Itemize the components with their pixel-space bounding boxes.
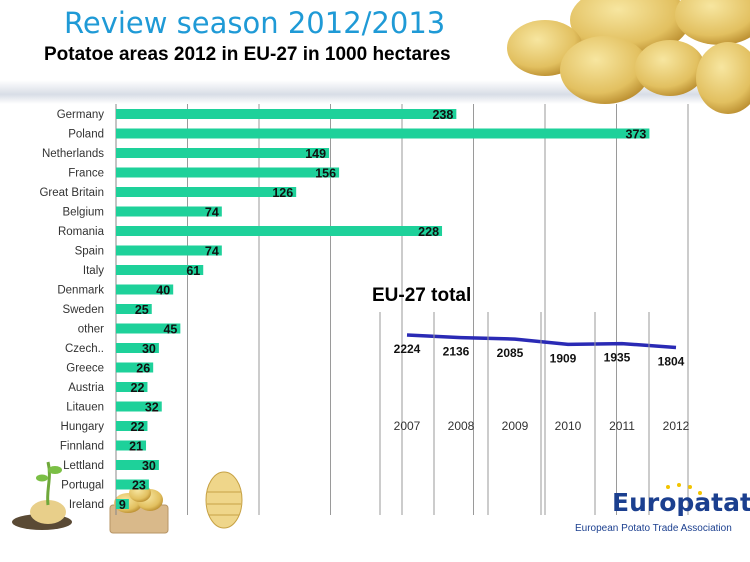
category-label: Germany bbox=[57, 109, 105, 121]
category-label: Portugal bbox=[61, 480, 104, 492]
slide-title: Review season 2012/2013 bbox=[64, 6, 446, 40]
sprouting-potato-image bbox=[12, 461, 72, 530]
category-label: Finnland bbox=[60, 441, 104, 453]
category-label: Lettland bbox=[63, 460, 104, 472]
bar bbox=[116, 187, 297, 197]
category-label: Spain bbox=[75, 246, 104, 258]
logo-stars bbox=[666, 483, 708, 505]
bar bbox=[116, 284, 174, 295]
data-label: 9 bbox=[119, 498, 126, 512]
category-label: Netherlands bbox=[42, 148, 104, 160]
logo-subtitle: European Potato Trade Association bbox=[575, 523, 732, 534]
bar bbox=[116, 421, 148, 431]
data-label: 74 bbox=[205, 206, 219, 220]
bar bbox=[116, 499, 129, 509]
category-label: Romania bbox=[58, 226, 105, 238]
category-label: Poland bbox=[68, 129, 104, 141]
bar bbox=[116, 343, 159, 353]
chart-title: Potatoe areas 2012 in EU-27 in 1000 hect… bbox=[44, 44, 451, 65]
data-label: 22 bbox=[131, 420, 145, 434]
data-label: 21 bbox=[129, 440, 143, 454]
data-label: 22 bbox=[131, 381, 145, 395]
line-chart-title: EU-27 total bbox=[372, 285, 471, 306]
bar bbox=[116, 245, 222, 256]
bar bbox=[116, 323, 181, 334]
x-tick-label: 2012 bbox=[663, 419, 690, 433]
data-label: 32 bbox=[145, 401, 159, 415]
category-label: Litauen bbox=[66, 402, 104, 414]
data-label: 30 bbox=[142, 342, 156, 356]
x-tick-label: 2008 bbox=[448, 419, 475, 433]
line-data-label: 1804 bbox=[658, 355, 685, 369]
data-label: 238 bbox=[432, 108, 453, 122]
x-tick-label: 2009 bbox=[502, 419, 529, 433]
line-data-label: 1935 bbox=[604, 351, 631, 365]
x-tick-label: 2007 bbox=[394, 419, 421, 433]
category-label: other bbox=[78, 324, 104, 336]
data-label: 156 bbox=[315, 167, 336, 181]
data-label: 61 bbox=[186, 264, 200, 278]
category-label: Denmark bbox=[57, 285, 104, 297]
line-data-label: 2224 bbox=[394, 342, 421, 356]
data-label: 373 bbox=[626, 128, 647, 142]
bar bbox=[116, 440, 147, 451]
category-label: France bbox=[68, 168, 104, 180]
data-label: 126 bbox=[272, 186, 293, 200]
data-label: 74 bbox=[205, 245, 219, 259]
category-label: Belgium bbox=[62, 207, 104, 219]
bar-chart: Germany 238 Poland 373 Netherlands 149 France 1… bbox=[39, 104, 689, 515]
line-data-label: 2136 bbox=[443, 345, 470, 359]
logo-wordmark: Europatat bbox=[612, 488, 750, 517]
line-data-label: 2085 bbox=[497, 346, 524, 360]
sliced-potato-image bbox=[205, 471, 243, 529]
data-label: 45 bbox=[163, 323, 177, 337]
data-label: 23 bbox=[132, 479, 146, 493]
data-label: 26 bbox=[136, 362, 150, 376]
category-label: Greece bbox=[66, 363, 104, 375]
bar bbox=[116, 401, 162, 412]
category-label: Italy bbox=[83, 265, 104, 277]
bar bbox=[116, 109, 457, 119]
bar bbox=[116, 382, 148, 392]
bar bbox=[116, 362, 154, 373]
data-label: 228 bbox=[418, 225, 439, 239]
category-label: Ireland bbox=[69, 499, 104, 511]
europatat-logo: Europatat European Potato Trade Associat… bbox=[575, 480, 750, 550]
category-label: Great Britain bbox=[39, 187, 104, 199]
line-chart: EU-27 total 2224 2007 2136 2008 2085 2009 1909 2… bbox=[372, 285, 690, 515]
bar bbox=[116, 265, 204, 275]
line-data-label: 1909 bbox=[550, 351, 577, 365]
bar bbox=[116, 148, 330, 158]
bar bbox=[116, 460, 159, 470]
data-label: 40 bbox=[156, 284, 170, 298]
data-label: 30 bbox=[142, 459, 156, 473]
bar bbox=[116, 128, 650, 139]
bar bbox=[116, 167, 340, 178]
bar bbox=[116, 479, 149, 490]
bar bbox=[116, 226, 443, 236]
category-label: Sweden bbox=[62, 304, 104, 316]
x-tick-label: 2010 bbox=[555, 419, 582, 433]
data-label: 149 bbox=[305, 147, 326, 161]
category-label: Czech.. bbox=[65, 343, 104, 355]
bar bbox=[116, 304, 152, 314]
bar bbox=[116, 206, 222, 217]
potato-pile-image bbox=[507, 0, 750, 114]
x-tick-label: 2011 bbox=[609, 419, 635, 433]
category-label: Hungary bbox=[61, 421, 105, 433]
data-label: 25 bbox=[135, 303, 149, 317]
category-label: Austria bbox=[68, 382, 104, 394]
